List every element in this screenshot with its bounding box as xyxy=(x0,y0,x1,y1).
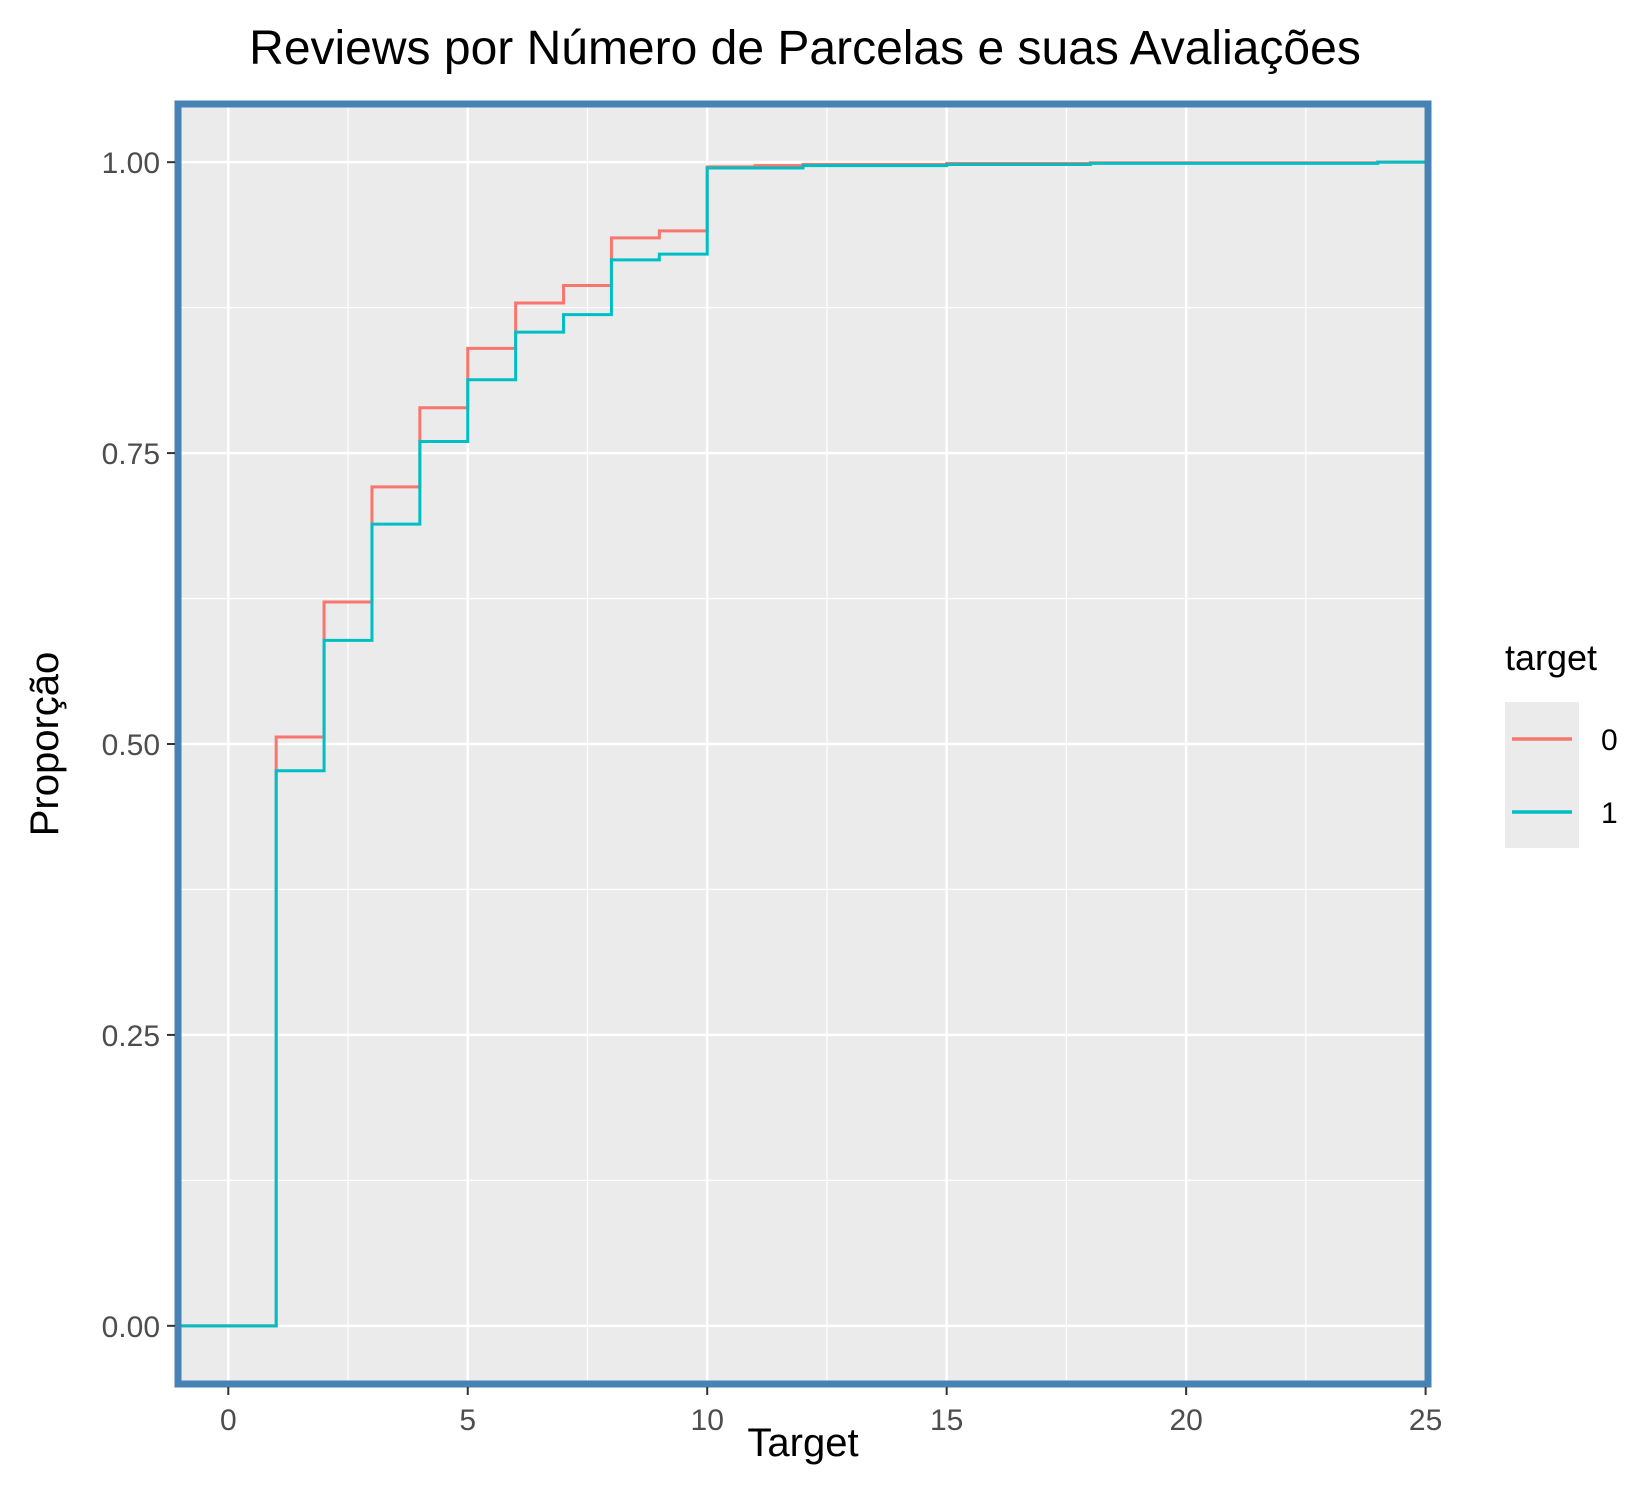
x-tick-label: 25 xyxy=(1409,1404,1442,1437)
x-axis: 0 5 10 15 20 25 xyxy=(220,1387,1442,1437)
x-tick-label: 20 xyxy=(1169,1404,1202,1437)
y-axis-title: Proporção xyxy=(23,652,67,837)
x-tick-label: 0 xyxy=(220,1404,237,1437)
y-tick-label: 0.75 xyxy=(102,438,160,471)
x-tick-label: 15 xyxy=(930,1404,963,1437)
y-tick-label: 1.00 xyxy=(102,147,160,180)
series-line-1 xyxy=(178,160,1428,1328)
plot-border xyxy=(174,100,1432,1388)
x-tick-label: 5 xyxy=(459,1404,476,1437)
chart-title: Reviews por Número de Parcelas e suas Av… xyxy=(249,22,1361,75)
y-tick-label: 0.25 xyxy=(102,1020,160,1053)
legend-label-0: 0 xyxy=(1601,724,1618,757)
y-tick-label: 0.50 xyxy=(102,729,160,762)
series-layer xyxy=(178,160,1428,1328)
x-axis-title: Target xyxy=(747,1421,858,1465)
legend-key-background xyxy=(1505,702,1579,848)
y-tick-label: 0.00 xyxy=(102,1311,160,1344)
y-axis: 0.00 0.25 0.50 0.75 1.00 xyxy=(102,147,175,1344)
legend-label-1: 1 xyxy=(1601,797,1618,830)
x-tick-label: 10 xyxy=(691,1404,724,1437)
legend-title: target xyxy=(1505,637,1597,678)
legend: target 0 1 xyxy=(1505,637,1618,848)
